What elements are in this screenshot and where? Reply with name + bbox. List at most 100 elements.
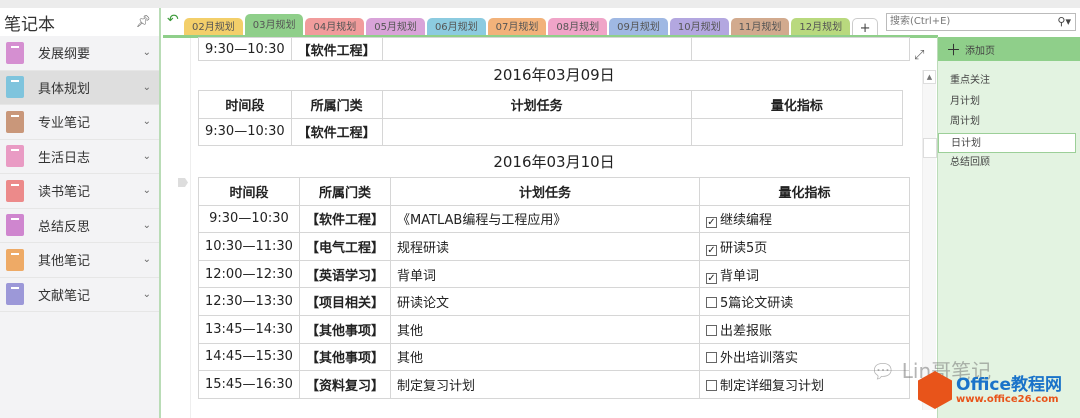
cell-category[interactable]: 【软件工程】 (290, 37, 383, 61)
cell-category[interactable]: 【软件工程】 (290, 117, 383, 147)
chevron-down-icon[interactable]: ⌄ (142, 81, 151, 93)
section-tab[interactable]: 12月规划 (791, 18, 851, 37)
section-tab[interactable]: 07月规划 (487, 18, 547, 37)
cell-metric[interactable] (690, 37, 911, 61)
cell-category[interactable]: 【电气工程】 (298, 232, 391, 261)
cell-time[interactable]: 12:30—13:30 (198, 287, 300, 316)
notebook-item[interactable]: 具体规划 ⌄ (0, 70, 159, 105)
notebook-label: 读书笔记 (38, 185, 91, 201)
section-tab[interactable]: 09月规划 (609, 18, 668, 37)
section-tab[interactable]: 08月规划 (548, 18, 608, 37)
cell-metric[interactable]: 5篇论文研读 (698, 287, 911, 316)
expand-icon[interactable]: ⤢ (914, 48, 925, 63)
page-item[interactable]: 月计划 (950, 95, 980, 107)
section-tab[interactable]: 11月规划 (730, 18, 790, 37)
scroll-up-icon[interactable]: ▲ (923, 70, 936, 84)
chevron-down-icon[interactable]: ⌄ (142, 47, 151, 59)
add-section-button[interactable]: + (852, 18, 879, 37)
table-row: 9:30—10:30 【软件工程】 《MATLAB编程与工程应用》 ✓ 继续编程 (198, 204, 911, 234)
header-category: 所属门类 (290, 90, 383, 119)
scrollbar-thumb[interactable] (923, 138, 937, 158)
back-icon[interactable]: ↶ (167, 12, 179, 28)
cell-time[interactable]: 9:30—10:30 (198, 204, 300, 234)
cell-metric[interactable] (690, 117, 904, 147)
cell-metric[interactable]: ✓ 背单词 (698, 259, 911, 289)
cell-task[interactable]: 规程研读 (389, 232, 700, 261)
search-icon[interactable]: ⚲▾ (1057, 15, 1071, 28)
add-page-button[interactable]: ＋添加页 (938, 37, 1080, 61)
cell-time[interactable]: 9:30—10:30 (198, 37, 292, 61)
section-tab[interactable]: 04月规划 (305, 18, 365, 37)
notebook-item[interactable]: 生活日志 ⌄ (0, 140, 159, 174)
vertical-scrollbar[interactable]: ▲ (922, 70, 937, 410)
cell-time[interactable]: 13:45—14:30 (198, 314, 300, 344)
cell-task[interactable]: 制定复习计划 (389, 370, 700, 399)
section-tab[interactable]: 05月规划 (366, 18, 425, 37)
chevron-down-icon[interactable]: ⌄ (142, 219, 151, 231)
prev-table: 9:30—10:30 【软件工程】 (198, 37, 911, 61)
checkbox-checked[interactable]: ✓ (705, 244, 717, 256)
notebook-item[interactable]: 文献笔记 ⌄ (0, 278, 159, 312)
page-item[interactable]: 周计划 (950, 116, 980, 127)
cell-metric[interactable]: ✓ 研读5页 (698, 232, 911, 261)
page-item[interactable]: 日计划 (938, 132, 1076, 153)
checkbox-unchecked[interactable] (705, 352, 717, 364)
notebook-item[interactable]: 专业笔记 ⌄ (0, 105, 159, 140)
metric-text: 5篇论文研读 (719, 296, 794, 312)
notebook-item[interactable]: 发展纲要 ⌄ (0, 36, 159, 71)
cell-task[interactable]: 《MATLAB编程与工程应用》 (389, 204, 700, 234)
page-item[interactable]: 总结回顾 (950, 157, 990, 168)
notebook-item[interactable]: 总结反思 ⌄ (0, 209, 159, 243)
cell-category[interactable]: 【软件工程】 (298, 204, 391, 234)
chevron-down-icon[interactable]: ⌄ (142, 150, 151, 162)
chevron-down-icon[interactable]: ⌄ (142, 254, 151, 266)
table-header-row: 时间段 所属门类 计划任务 量化指标 (198, 177, 911, 206)
section-tab[interactable]: 06月规划 (426, 18, 486, 37)
section-tab[interactable]: 03月规划 (244, 14, 304, 37)
checkbox-unchecked[interactable] (705, 297, 717, 309)
notebook-item[interactable]: 读书笔记 ⌄ (0, 174, 159, 209)
cell-category[interactable]: 【其他事项】 (298, 314, 391, 344)
cell-task[interactable]: 研读论文 (389, 287, 700, 316)
cell-category[interactable]: 【英语学习】 (298, 259, 391, 289)
notebook-item[interactable]: 其他笔记 ⌄ (0, 243, 159, 278)
page-margin (163, 38, 191, 418)
search-input[interactable]: 搜索(Ctrl+E) ⚲▾ (886, 13, 1076, 31)
checkbox-checked[interactable]: ✓ (705, 217, 717, 229)
table-row: 13:45—14:30 【其他事项】 其他 出差报账 (198, 314, 911, 344)
cell-category[interactable]: 【资料复习】 (298, 370, 391, 399)
pin-icon[interactable]: 📌︎ (135, 14, 151, 28)
section-tab[interactable]: 10月规划 (669, 18, 729, 37)
header-metric: 量化指标 (698, 177, 911, 206)
checkbox-unchecked[interactable] (705, 324, 717, 336)
checkbox-unchecked[interactable] (705, 379, 717, 391)
chevron-down-icon[interactable]: ⌄ (142, 288, 151, 300)
page-item[interactable]: 重点关注 (950, 75, 990, 86)
cell-time[interactable]: 14:45—15:30 (198, 342, 300, 372)
title-bar (0, 0, 1080, 8)
cell-metric[interactable]: 制定详细复习计划 (698, 370, 911, 399)
chevron-down-icon[interactable]: ⌄ (142, 185, 151, 197)
cell-time[interactable]: 12:00—12:30 (198, 259, 300, 289)
chevron-down-icon[interactable]: ⌄ (142, 116, 151, 128)
notebook-label: 文献笔记 (38, 288, 91, 304)
outline-handle-icon[interactable] (178, 178, 188, 187)
cell-metric[interactable]: 外出培训落实 (698, 342, 911, 372)
cell-category[interactable]: 【其他事项】 (298, 342, 391, 372)
cell-time[interactable]: 10:30—11:30 (198, 232, 300, 261)
cell-task[interactable]: 背单词 (389, 259, 700, 289)
notebook-label: 具体规划 (38, 81, 91, 97)
cell-time[interactable]: 15:45—16:30 (198, 370, 300, 399)
cell-task[interactable]: 其他 (389, 342, 700, 372)
cell-metric[interactable]: 出差报账 (698, 314, 911, 344)
cell-task[interactable] (381, 37, 692, 61)
section-tab[interactable]: 02月规划 (184, 18, 243, 37)
cell-category[interactable]: 【项目相关】 (298, 287, 391, 316)
notebook-icon (6, 248, 24, 271)
cell-time[interactable]: 9:30—10:30 (198, 117, 292, 147)
cell-task[interactable]: 其他 (389, 314, 700, 344)
table-header-row: 时间段 所属门类 计划任务 量化指标 (198, 90, 904, 119)
cell-metric[interactable]: ✓ 继续编程 (698, 204, 911, 234)
cell-task[interactable] (381, 117, 692, 147)
checkbox-checked[interactable]: ✓ (705, 272, 717, 284)
